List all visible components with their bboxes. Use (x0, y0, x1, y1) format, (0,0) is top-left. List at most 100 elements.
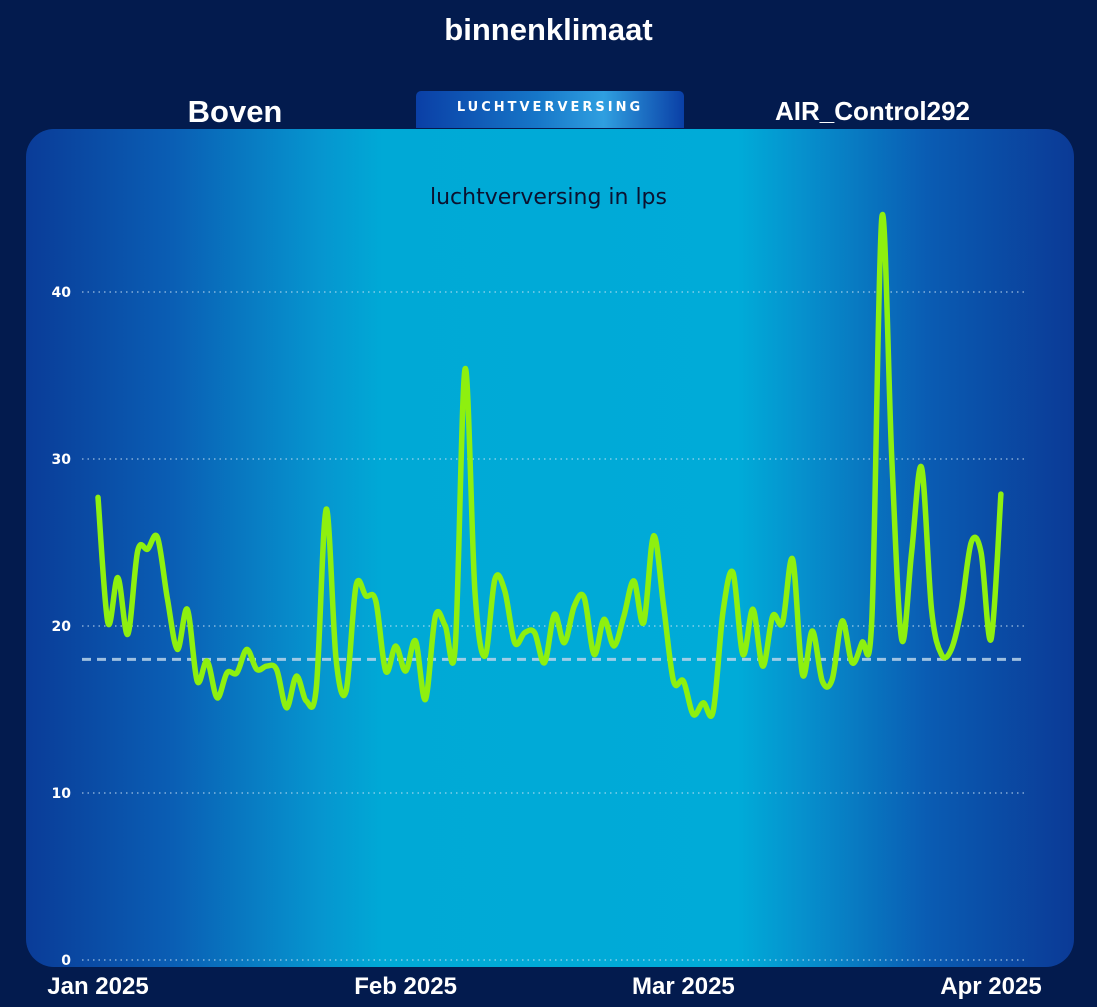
data-point (185, 607, 190, 612)
data-point (949, 647, 954, 652)
data-point (810, 629, 815, 634)
data-point (760, 664, 765, 669)
data-point (215, 695, 220, 700)
data-point (939, 652, 944, 657)
data-point (244, 647, 249, 652)
data-point (373, 598, 378, 603)
data-point (721, 608, 726, 613)
data-point (145, 547, 150, 552)
data-point (850, 660, 855, 665)
x-tick-label: Jan 2025 (47, 973, 148, 1000)
data-point (552, 612, 557, 617)
data-point (899, 637, 904, 642)
data-point (740, 652, 745, 657)
data-point (304, 699, 309, 704)
data-point (869, 615, 874, 620)
data-point (125, 632, 130, 637)
y-tick-label: 20 (52, 619, 72, 635)
data-point (731, 570, 736, 575)
data-point (651, 533, 656, 538)
data-point (294, 674, 299, 679)
data-point (691, 712, 696, 717)
data-point (105, 620, 110, 625)
data-point (611, 644, 616, 649)
data-point (502, 588, 507, 593)
data-point (512, 640, 517, 645)
data-point (572, 603, 577, 608)
data-point (969, 540, 974, 545)
data-point (254, 667, 259, 672)
data-point (860, 640, 865, 645)
data-point (929, 607, 934, 612)
tab-luchtverversing[interactable]: LUCHTVERVERSING (416, 91, 684, 128)
data-point (155, 535, 160, 540)
data-point (205, 659, 210, 664)
data-point (681, 679, 686, 684)
data-point (532, 630, 537, 635)
data-point (919, 465, 924, 470)
data-point (492, 577, 497, 582)
data-point (582, 595, 587, 600)
data-point (602, 617, 607, 622)
location-label: Boven (187, 94, 283, 129)
data-point (522, 630, 527, 635)
data-point (383, 669, 388, 674)
data-point (234, 670, 239, 675)
data-point (621, 613, 626, 618)
y-tick-label: 30 (52, 452, 72, 468)
y-tick-label: 10 (52, 786, 72, 802)
data-point (641, 620, 646, 625)
data-point (909, 550, 914, 555)
y-tick-label: 40 (52, 285, 72, 301)
y-tick-label: 0 (61, 953, 71, 969)
chart-title: luchtverversing in lps (430, 185, 667, 210)
data-point (175, 647, 180, 652)
data-point (463, 366, 468, 371)
data-point (363, 593, 368, 598)
data-point (711, 709, 716, 714)
data-point (780, 620, 785, 625)
data-point (165, 597, 170, 602)
data-point (195, 679, 200, 684)
data-point (661, 603, 666, 608)
data-point (820, 679, 825, 684)
data-point (800, 672, 805, 677)
data-point (413, 639, 418, 644)
data-point (353, 583, 358, 588)
data-point (671, 679, 676, 684)
data-point (830, 677, 835, 682)
data-point (423, 697, 428, 702)
data-point (96, 495, 101, 500)
data-point (750, 607, 755, 612)
data-point (274, 667, 279, 672)
data-point (770, 613, 775, 618)
data-point (334, 657, 339, 662)
data-point (433, 613, 438, 618)
data-point (592, 652, 597, 657)
x-tick-label: Apr 2025 (940, 973, 1041, 1000)
series-line (95, 211, 1004, 720)
data-point (562, 640, 567, 645)
data-point (701, 700, 706, 705)
data-point (224, 670, 229, 675)
data-point (631, 578, 636, 583)
device-label: AIR_Control292 (774, 96, 971, 126)
page-title: binnenklimaat (444, 12, 653, 47)
data-point (453, 645, 458, 650)
data-point (473, 590, 478, 595)
data-point (344, 689, 349, 694)
data-point (889, 457, 894, 462)
data-point (324, 507, 329, 512)
data-point (790, 557, 795, 562)
data-point (979, 550, 984, 555)
data-point (989, 637, 994, 642)
data-point (115, 575, 120, 580)
data-point (135, 548, 140, 553)
data-point (284, 705, 289, 710)
data-point (840, 618, 845, 623)
data-point (959, 607, 964, 612)
data-point (314, 685, 319, 690)
data-point (482, 654, 487, 659)
